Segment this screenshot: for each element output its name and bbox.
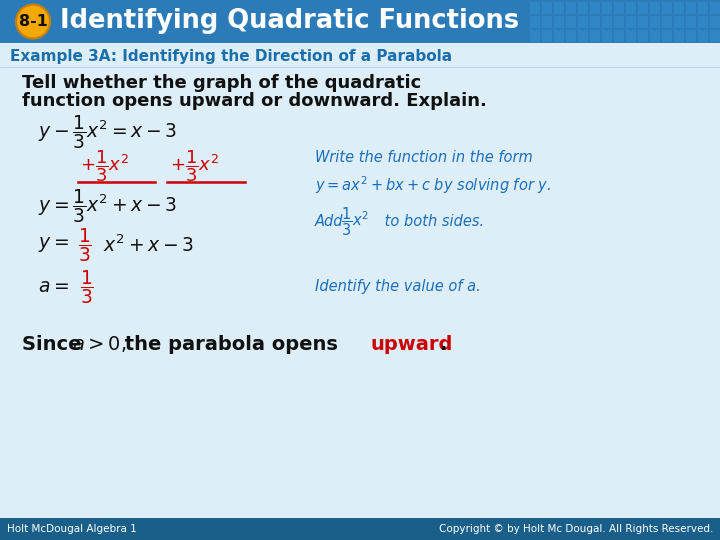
- FancyBboxPatch shape: [674, 16, 684, 28]
- FancyBboxPatch shape: [662, 30, 672, 42]
- Text: Copyright © by Holt Mc Dougal. All Rights Reserved.: Copyright © by Holt Mc Dougal. All Right…: [438, 524, 713, 534]
- FancyBboxPatch shape: [710, 2, 720, 14]
- FancyBboxPatch shape: [698, 2, 708, 14]
- FancyBboxPatch shape: [602, 2, 612, 14]
- FancyBboxPatch shape: [578, 16, 588, 28]
- FancyBboxPatch shape: [662, 2, 672, 14]
- FancyBboxPatch shape: [0, 518, 720, 540]
- FancyBboxPatch shape: [590, 30, 600, 42]
- Text: $y = ax^2 + bx + c$ by solving for y.: $y = ax^2 + bx + c$ by solving for y.: [315, 174, 551, 196]
- FancyBboxPatch shape: [554, 2, 564, 14]
- Text: Tell whether the graph of the quadratic: Tell whether the graph of the quadratic: [22, 74, 421, 92]
- Text: $y = $: $y = $: [38, 235, 69, 254]
- FancyBboxPatch shape: [614, 30, 624, 42]
- FancyBboxPatch shape: [602, 16, 612, 28]
- FancyBboxPatch shape: [710, 16, 720, 28]
- Circle shape: [16, 4, 50, 38]
- Text: function opens upward or downward. Explain.: function opens upward or downward. Expla…: [22, 92, 487, 110]
- Text: upward: upward: [370, 334, 452, 354]
- FancyBboxPatch shape: [530, 2, 540, 14]
- Text: Add: Add: [315, 214, 348, 230]
- FancyBboxPatch shape: [542, 2, 552, 14]
- Text: Example 3A: Identifying the Direction of a Parabola: Example 3A: Identifying the Direction of…: [10, 50, 452, 64]
- FancyBboxPatch shape: [566, 2, 576, 14]
- Text: Identifying Quadratic Functions: Identifying Quadratic Functions: [60, 9, 519, 35]
- FancyBboxPatch shape: [614, 2, 624, 14]
- Text: Holt McDougal Algebra 1: Holt McDougal Algebra 1: [7, 524, 137, 534]
- FancyBboxPatch shape: [554, 16, 564, 28]
- FancyBboxPatch shape: [698, 16, 708, 28]
- Text: $x^2 + x - 3$: $x^2 + x - 3$: [103, 234, 194, 256]
- FancyBboxPatch shape: [530, 16, 540, 28]
- Text: $y = \dfrac{1}{3}x^2 + x - 3$: $y = \dfrac{1}{3}x^2 + x - 3$: [38, 187, 177, 225]
- FancyBboxPatch shape: [698, 30, 708, 42]
- FancyBboxPatch shape: [638, 2, 648, 14]
- FancyBboxPatch shape: [662, 16, 672, 28]
- Text: $a = $: $a = $: [38, 278, 69, 296]
- FancyBboxPatch shape: [650, 16, 660, 28]
- FancyBboxPatch shape: [614, 16, 624, 28]
- FancyBboxPatch shape: [566, 16, 576, 28]
- FancyBboxPatch shape: [674, 30, 684, 42]
- FancyBboxPatch shape: [0, 22, 720, 518]
- FancyBboxPatch shape: [542, 16, 552, 28]
- FancyBboxPatch shape: [626, 30, 636, 42]
- Text: 8-1: 8-1: [19, 14, 48, 29]
- FancyBboxPatch shape: [0, 0, 720, 43]
- FancyBboxPatch shape: [686, 30, 696, 42]
- Text: Write the function in the form: Write the function in the form: [315, 150, 533, 165]
- Text: Identify the value of a.: Identify the value of a.: [315, 280, 481, 294]
- Text: .: .: [440, 334, 447, 354]
- Text: $+\dfrac{1}{3}x^2$: $+\dfrac{1}{3}x^2$: [80, 148, 129, 184]
- FancyBboxPatch shape: [602, 30, 612, 42]
- Text: $+\dfrac{1}{3}x^2$: $+\dfrac{1}{3}x^2$: [170, 148, 219, 184]
- FancyBboxPatch shape: [650, 2, 660, 14]
- FancyBboxPatch shape: [650, 30, 660, 42]
- Text: $\dfrac{1}{3}$: $\dfrac{1}{3}$: [80, 268, 94, 306]
- Text: Since: Since: [22, 334, 89, 354]
- Text: $y-\dfrac{1}{3}x^2 = x-3$: $y-\dfrac{1}{3}x^2 = x-3$: [38, 113, 177, 151]
- FancyBboxPatch shape: [686, 16, 696, 28]
- FancyBboxPatch shape: [638, 30, 648, 42]
- FancyBboxPatch shape: [638, 16, 648, 28]
- FancyBboxPatch shape: [626, 2, 636, 14]
- FancyBboxPatch shape: [530, 30, 540, 42]
- Text: $\dfrac{1}{3}x^2$: $\dfrac{1}{3}x^2$: [341, 206, 369, 238]
- FancyBboxPatch shape: [542, 30, 552, 42]
- FancyBboxPatch shape: [554, 30, 564, 42]
- FancyBboxPatch shape: [674, 2, 684, 14]
- FancyBboxPatch shape: [578, 2, 588, 14]
- FancyBboxPatch shape: [626, 16, 636, 28]
- FancyBboxPatch shape: [686, 2, 696, 14]
- FancyBboxPatch shape: [578, 30, 588, 42]
- FancyBboxPatch shape: [590, 16, 600, 28]
- Text: the parabola opens: the parabola opens: [118, 334, 345, 354]
- FancyBboxPatch shape: [566, 30, 576, 42]
- Text: to both sides.: to both sides.: [380, 214, 484, 230]
- FancyBboxPatch shape: [590, 2, 600, 14]
- FancyBboxPatch shape: [710, 30, 720, 42]
- Text: $a>0,$: $a>0,$: [72, 334, 127, 354]
- Text: $\dfrac{1}{3}$: $\dfrac{1}{3}$: [78, 226, 92, 264]
